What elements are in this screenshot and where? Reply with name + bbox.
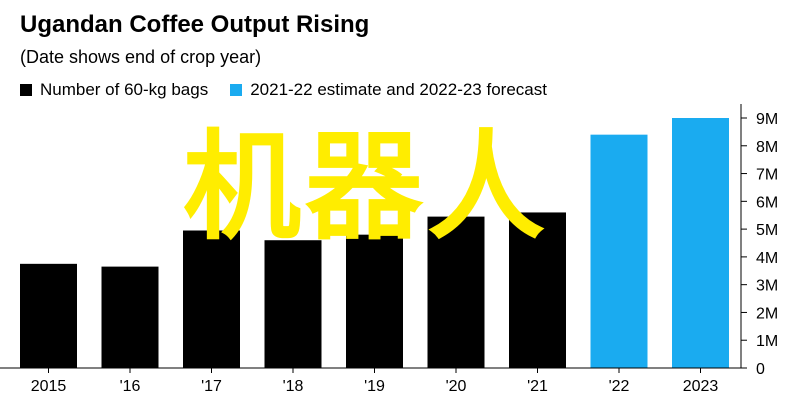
y-axis-ticks: 0 1M 2M 3M 4M 5M 6M 7M 8M 9M	[741, 111, 778, 378]
x-tick-label-1: '16	[120, 378, 141, 395]
chart-title: Ugandan Coffee Output Rising	[20, 11, 370, 38]
y-tick-label-2: 2M	[756, 305, 778, 322]
bar-bags-3	[264, 240, 322, 368]
bar-bags-2	[183, 230, 240, 368]
y-tick-label-5: 5M	[756, 222, 778, 239]
legend-swatch-forecast	[230, 84, 243, 96]
bar-forecast-7	[590, 134, 648, 368]
y-tick-label-9: 9M	[756, 111, 778, 128]
x-tick-label-3: '18	[283, 378, 304, 395]
y-tick-label-4: 4M	[756, 250, 778, 267]
y-tick-label-6: 6M	[756, 194, 778, 211]
y-tick-label-3: 3M	[756, 278, 778, 295]
bar-bags-0	[20, 263, 77, 368]
legend-item-bags: Number of 60-kg bags	[20, 80, 208, 100]
chart-subtitle: (Date shows end of crop year)	[20, 47, 262, 67]
y-tick-label-7: 7M	[756, 167, 778, 184]
legend-swatch-bags	[20, 84, 32, 96]
bar-bags-1	[101, 266, 159, 368]
x-tick-label-5: '20	[446, 378, 467, 395]
x-tick-label-6: '21	[527, 378, 548, 395]
y-tick-label-0: 0	[756, 361, 765, 378]
x-tick-label-2: '17	[201, 378, 222, 395]
y-tick-label-1: 1M	[756, 333, 778, 350]
x-tick-label-4: '19	[364, 378, 385, 395]
bar-forecast-8	[672, 118, 729, 368]
legend-label-bags: Number of 60-kg bags	[40, 80, 209, 99]
x-tick-label-7: '22	[609, 378, 630, 395]
bars-group	[20, 118, 729, 368]
x-axis-ticks: 2015 '16 '17 '18 '19 '20 '21 '22 2023	[31, 368, 719, 395]
x-tick-label-8: 2023	[683, 378, 719, 395]
chart-legend: Number of 60-kg bags 2021-22 estimate an…	[20, 80, 569, 100]
legend-label-forecast: 2021-22 estimate and 2022-23 forecast	[250, 80, 547, 99]
bar-bags-5	[427, 216, 485, 368]
legend-item-forecast: 2021-22 estimate and 2022-23 forecast	[230, 80, 547, 100]
watermark-text: 机器人	[183, 118, 550, 256]
y-tick-label-8: 8M	[756, 139, 778, 156]
x-tick-label-0: 2015	[31, 378, 67, 395]
bar-bags-6	[509, 212, 566, 368]
bar-bags-4	[346, 234, 403, 368]
